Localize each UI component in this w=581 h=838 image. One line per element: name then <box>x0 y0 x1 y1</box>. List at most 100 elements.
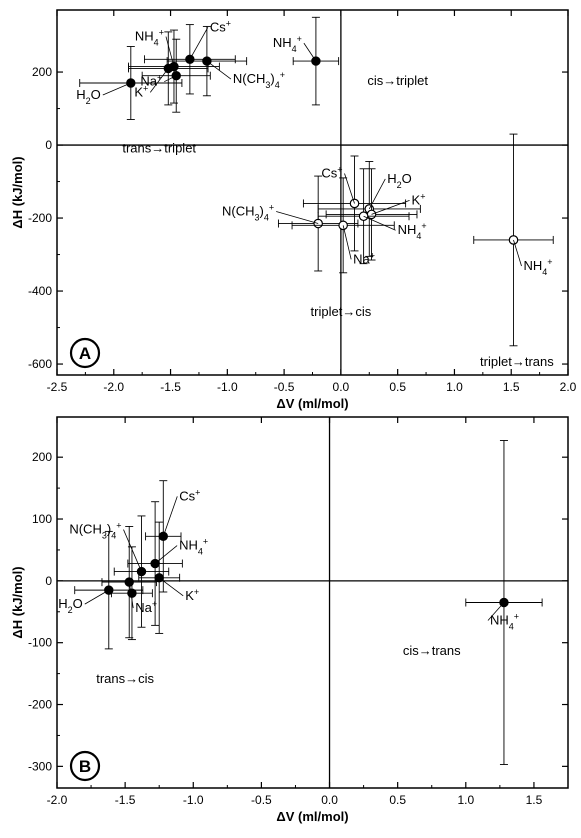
y-tick-label: -100 <box>28 636 52 650</box>
label-leader <box>164 75 177 83</box>
label-leader <box>371 200 410 215</box>
x-tick-label: -2.0 <box>47 793 68 807</box>
y-tick-label: -200 <box>28 698 52 712</box>
label-leader <box>189 27 209 60</box>
y-tick-label: -400 <box>28 284 52 298</box>
panel-label: A <box>79 344 91 363</box>
point-label: H2O <box>58 596 83 615</box>
data-point: N(CH3)4+ <box>166 25 285 97</box>
x-tick-label: 0.0 <box>333 380 350 394</box>
point-label: Na+ <box>135 599 157 615</box>
point-label: NH4+ <box>523 257 552 277</box>
point-label: Cs+ <box>179 487 200 503</box>
series-cis-trans: NH4+ <box>465 440 543 765</box>
chart-panel-B: -2.0 -1.5 -1.0 -0.5 0.0 0.5 1.0 1.5 -300 -200 -100… <box>10 416 569 824</box>
data-point: K+ <box>128 31 209 106</box>
y-tick-label: -600 <box>28 357 52 371</box>
label-leader <box>344 173 355 204</box>
y-tick-label: 100 <box>32 512 52 526</box>
x-tick-label: 2.0 <box>560 380 577 394</box>
x-tick-label: -2.5 <box>47 380 68 394</box>
data-point: N(CH3)4+ <box>69 515 170 628</box>
x-tick-label: -1.0 <box>183 793 204 807</box>
region-label: trans→triplet <box>122 140 196 155</box>
point-label: Na+ <box>140 73 162 89</box>
data-point: N(CH3)4+ <box>222 175 359 272</box>
label-leader <box>162 496 178 537</box>
panel-label-circle <box>69 750 101 782</box>
y-tick-label: -300 <box>28 759 52 773</box>
data-point <box>111 546 153 641</box>
point-label: H2O <box>76 87 101 106</box>
y-tick-label: 200 <box>32 65 52 79</box>
data-point: K+ <box>138 521 199 634</box>
data-point: Cs+ <box>145 480 200 593</box>
series-cis-triplet: NH4+ <box>273 16 340 106</box>
point-label: K+ <box>412 191 426 207</box>
label-leader <box>165 36 175 67</box>
data-point: NH4+ <box>465 440 543 765</box>
x-tick-label: -2.0 <box>103 380 124 394</box>
series-trans-triplet: H2O NH4+ Na+K+ Cs+ N(CH3)4+ <box>76 18 285 120</box>
point-label: NH4+ <box>273 34 302 54</box>
x-tick-label: -0.5 <box>274 380 295 394</box>
data-point: NH4+ <box>317 168 427 265</box>
label-leader <box>276 211 319 224</box>
data-point: Na+ <box>291 177 395 274</box>
x-tick-label: -1.0 <box>217 380 238 394</box>
series-triplet-trans: NH4+ <box>473 133 554 347</box>
panel-label-circle <box>69 337 101 369</box>
region-label: triplet→cis <box>311 304 372 319</box>
region-label: cis→triplet <box>367 73 428 88</box>
x-axis-label: ΔV (ml/mol) <box>276 396 348 411</box>
y-tick-label: -200 <box>28 211 52 225</box>
data-point: Cs+ <box>302 155 407 252</box>
point-label: N(CH3)4+ <box>222 203 274 223</box>
x-tick-label: 1.0 <box>457 793 474 807</box>
y-tick-label: 0 <box>45 574 52 588</box>
data-point: Cs+ <box>143 18 236 95</box>
label-leader <box>206 60 232 80</box>
label-leader <box>123 529 142 572</box>
label-leader <box>84 589 109 605</box>
point-label: K+ <box>185 587 199 603</box>
label-leader <box>303 42 317 62</box>
x-tick-label: -1.5 <box>115 793 136 807</box>
y-axis-label: ΔH (kJ/mol) <box>10 566 25 638</box>
point-label: NH4+ <box>490 612 519 632</box>
plot-frame <box>56 9 569 376</box>
region-label: trans→cis <box>96 671 154 686</box>
plot-frame <box>56 416 569 789</box>
data-point: NH4+ <box>127 501 208 626</box>
point-label: N(CH3)4+ <box>69 521 121 541</box>
label-leader <box>154 545 178 564</box>
x-tick-label: 0.0 <box>321 793 338 807</box>
marker-filled <box>127 588 137 598</box>
data-point: H2O <box>76 46 183 120</box>
region-label: triplet→trans <box>480 354 554 369</box>
data-point: Na+ <box>140 38 211 113</box>
point-label: K+ <box>134 83 148 99</box>
x-tick-label: 0.5 <box>389 793 406 807</box>
point-label: N(CH3)4+ <box>233 70 285 90</box>
panel-label: B <box>79 757 91 776</box>
label-leader <box>149 68 169 93</box>
x-tick-label: 0.5 <box>389 380 406 394</box>
data-point: NH4+ <box>473 133 554 347</box>
marker-open <box>338 220 348 231</box>
point-label: Cs+ <box>210 18 231 34</box>
series-trans-cis: H2O Na+ N(CH3)4+ NH4+ K+ Cs+ <box>58 480 208 650</box>
point-label: H2O <box>387 171 412 190</box>
x-tick-label: 1.0 <box>446 380 463 394</box>
label-leader <box>102 82 131 96</box>
x-tick-label: 1.5 <box>526 793 543 807</box>
x-tick-label: -0.5 <box>251 793 272 807</box>
point-label: Na+ <box>353 250 375 266</box>
chart-panel-A: -2.5 -2.0 -1.5 -1.0 -0.5 0.0 0.5 1.0 1.5 2.0 -600 -… <box>10 9 577 411</box>
label-leader <box>342 225 352 260</box>
marker-open <box>358 211 369 222</box>
y-axis-label: ΔH (kJ/mol) <box>10 156 25 228</box>
label-leader <box>487 602 505 621</box>
